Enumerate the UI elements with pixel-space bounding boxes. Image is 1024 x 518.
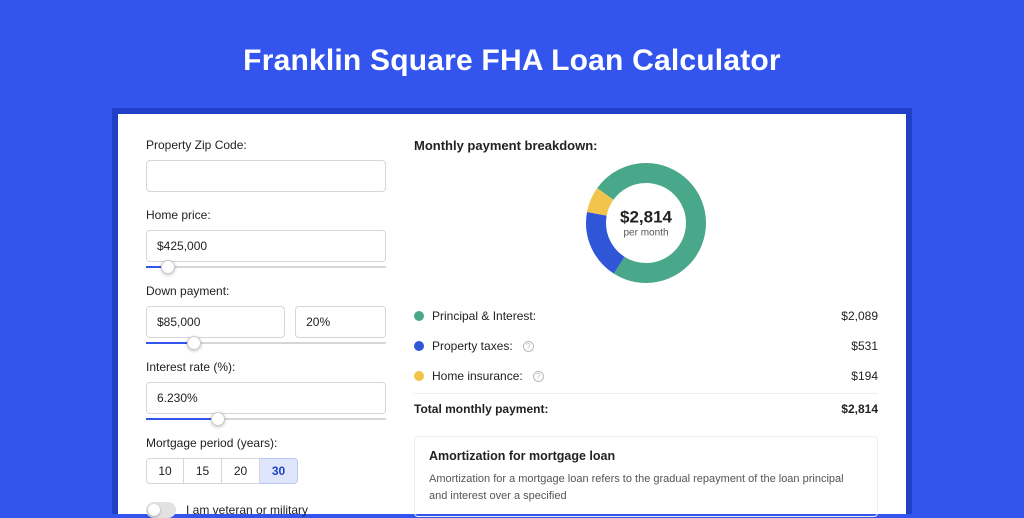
home-price-slider[interactable] <box>146 266 386 268</box>
slider-thumb[interactable] <box>161 260 175 274</box>
legend-text: Principal & Interest: <box>432 309 536 323</box>
legend-label: Property taxes:? <box>414 339 534 353</box>
down-slider[interactable] <box>146 342 386 344</box>
legend-row: Principal & Interest: $2,089 <box>414 301 878 331</box>
legend-label: Home insurance:? <box>414 369 544 383</box>
legend-value: $2,089 <box>841 309 878 323</box>
breakdown-title: Monthly payment breakdown: <box>414 138 878 153</box>
veteran-label: I am veteran or military <box>186 503 308 517</box>
total-label: Total monthly payment: <box>414 402 548 416</box>
calculator-card: Property Zip Code: Home price: Down paym… <box>118 114 906 514</box>
legend-row: Property taxes:? $531 <box>414 331 878 361</box>
donut-chart: $2,814 per month <box>414 163 878 283</box>
donut-amount: $2,814 <box>620 208 672 228</box>
info-icon[interactable]: ? <box>523 341 534 352</box>
period-button-group: 10152030 <box>146 458 386 484</box>
legend-value: $531 <box>851 339 878 353</box>
amort-body: Amortization for a mortgage loan refers … <box>429 471 863 504</box>
rate-input[interactable] <box>146 382 386 414</box>
legend: Principal & Interest: $2,089 Property taxe… <box>414 301 878 391</box>
period-btn-20[interactable]: 20 <box>222 458 260 484</box>
card-outer: Property Zip Code: Home price: Down paym… <box>112 108 912 514</box>
legend-row-total: Total monthly payment: $2,814 <box>414 394 878 424</box>
breakdown-panel: Monthly payment breakdown: $2,814 per mo… <box>414 138 878 514</box>
period-btn-30[interactable]: 30 <box>260 458 298 484</box>
slider-thumb[interactable] <box>187 336 201 350</box>
legend-dot-icon <box>414 341 424 351</box>
down-pct-input[interactable] <box>295 306 386 338</box>
rate-slider[interactable] <box>146 418 386 420</box>
zip-label: Property Zip Code: <box>146 138 386 152</box>
legend-text: Property taxes: <box>432 339 513 353</box>
total-value: $2,814 <box>841 402 878 416</box>
legend-row: Home insurance:? $194 <box>414 361 878 391</box>
rate-label: Interest rate (%): <box>146 360 386 374</box>
down-amount-input[interactable] <box>146 306 285 338</box>
field-period: Mortgage period (years): 10152030 <box>146 436 386 484</box>
slider-thumb[interactable] <box>211 412 225 426</box>
period-label: Mortgage period (years): <box>146 436 386 450</box>
legend-value: $194 <box>851 369 878 383</box>
field-zip: Property Zip Code: <box>146 138 386 192</box>
zip-input[interactable] <box>146 160 386 192</box>
period-btn-10[interactable]: 10 <box>146 458 184 484</box>
slider-fill <box>146 418 218 420</box>
page-title: Franklin Square FHA Loan Calculator <box>0 0 1024 108</box>
period-btn-15[interactable]: 15 <box>184 458 222 484</box>
field-home-price: Home price: <box>146 208 386 268</box>
legend-label: Principal & Interest: <box>414 309 536 323</box>
form-panel: Property Zip Code: Home price: Down paym… <box>146 138 386 514</box>
donut-center: $2,814 per month <box>620 208 672 239</box>
amort-title: Amortization for mortgage loan <box>429 449 863 463</box>
home-price-label: Home price: <box>146 208 386 222</box>
info-icon[interactable]: ? <box>533 371 544 382</box>
down-label: Down payment: <box>146 284 386 298</box>
legend-dot-icon <box>414 371 424 381</box>
legend-text: Home insurance: <box>432 369 523 383</box>
donut-sub: per month <box>620 228 672 239</box>
amortization-card: Amortization for mortgage loan Amortizat… <box>414 436 878 517</box>
home-price-input[interactable] <box>146 230 386 262</box>
field-down-payment: Down payment: <box>146 284 386 344</box>
veteran-row: I am veteran or military <box>146 502 386 518</box>
legend-dot-icon <box>414 311 424 321</box>
veteran-toggle[interactable] <box>146 502 176 518</box>
field-rate: Interest rate (%): <box>146 360 386 420</box>
